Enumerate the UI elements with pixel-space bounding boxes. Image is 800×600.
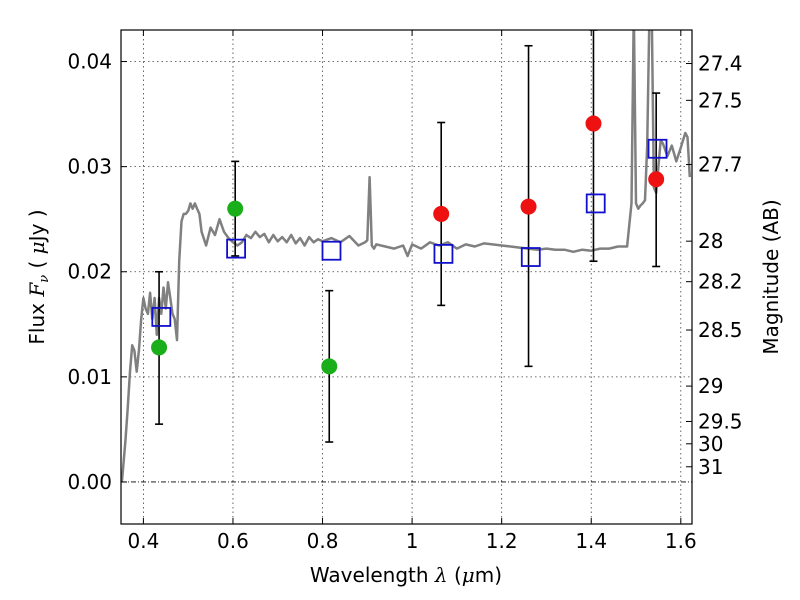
magnitude-tick-label: 27.7 bbox=[698, 153, 743, 177]
magnitude-tick-label: 27.5 bbox=[698, 88, 743, 112]
x-tick-label: 0.6 bbox=[217, 529, 249, 553]
magnitude-tick-label: 28.2 bbox=[698, 270, 743, 294]
model-flux-square bbox=[433, 243, 454, 264]
sed-model-curve bbox=[121, 30, 692, 483]
data-point-red bbox=[585, 115, 602, 132]
data-point-red bbox=[520, 198, 537, 215]
model-flux-square bbox=[585, 193, 606, 214]
sed-model-layer bbox=[121, 30, 692, 483]
grid bbox=[121, 30, 692, 524]
x-tick-label: 1.4 bbox=[575, 529, 607, 553]
x-tick-label: 1.2 bbox=[486, 529, 518, 553]
data-point-red bbox=[648, 171, 665, 188]
x-tick-label: 1.6 bbox=[665, 529, 697, 553]
y-axis-ticks: 0.00 0.01 0.02 0.03 0.04 bbox=[67, 50, 127, 494]
magnitude-tick-label: 30 bbox=[698, 432, 723, 456]
marker-layer bbox=[151, 115, 668, 375]
data-point-green bbox=[227, 200, 244, 217]
model-flux-square bbox=[321, 240, 342, 261]
x-axis-title: Wavelength λ (μm) bbox=[310, 563, 502, 587]
data-point-green bbox=[151, 339, 168, 356]
model-flux-square bbox=[647, 138, 668, 159]
magnitude-tick-label: 28.5 bbox=[698, 318, 743, 342]
y-tick-label: 0.03 bbox=[67, 155, 112, 179]
model-flux-square bbox=[520, 247, 541, 267]
model-flux-square bbox=[226, 238, 246, 259]
data-point-green bbox=[321, 358, 338, 375]
x-axis-ticks: 0.4 0.6 0.8 1 1.2 1.4 1.6 bbox=[127, 30, 697, 553]
x-tick-label: 0.4 bbox=[127, 529, 159, 553]
y-tick-label: 0.00 bbox=[67, 470, 112, 494]
magnitude-tick-label: 27.4 bbox=[698, 52, 743, 76]
data-point-red bbox=[433, 205, 450, 222]
y-axis-title: Flux Fν ( μJy ) bbox=[25, 209, 52, 344]
y-tick-label: 0.04 bbox=[67, 50, 112, 74]
model-flux-square bbox=[151, 307, 172, 327]
magnitude-tick-label: 31 bbox=[698, 455, 723, 479]
plot-frame bbox=[120, 29, 693, 525]
magnitude-tick-label: 29.5 bbox=[698, 409, 743, 433]
x-tick-label: 0.8 bbox=[307, 529, 339, 553]
y-tick-label: 0.02 bbox=[67, 260, 112, 284]
y-tick-label: 0.01 bbox=[67, 365, 112, 389]
errorbar-layer bbox=[155, 30, 661, 443]
magnitude-tick-label: 29 bbox=[698, 374, 723, 398]
x-tick-label: 1 bbox=[406, 529, 419, 553]
magnitude-axis-title: Magnitude (AB) bbox=[759, 199, 783, 354]
magnitude-tick-label: 28 bbox=[698, 229, 723, 253]
